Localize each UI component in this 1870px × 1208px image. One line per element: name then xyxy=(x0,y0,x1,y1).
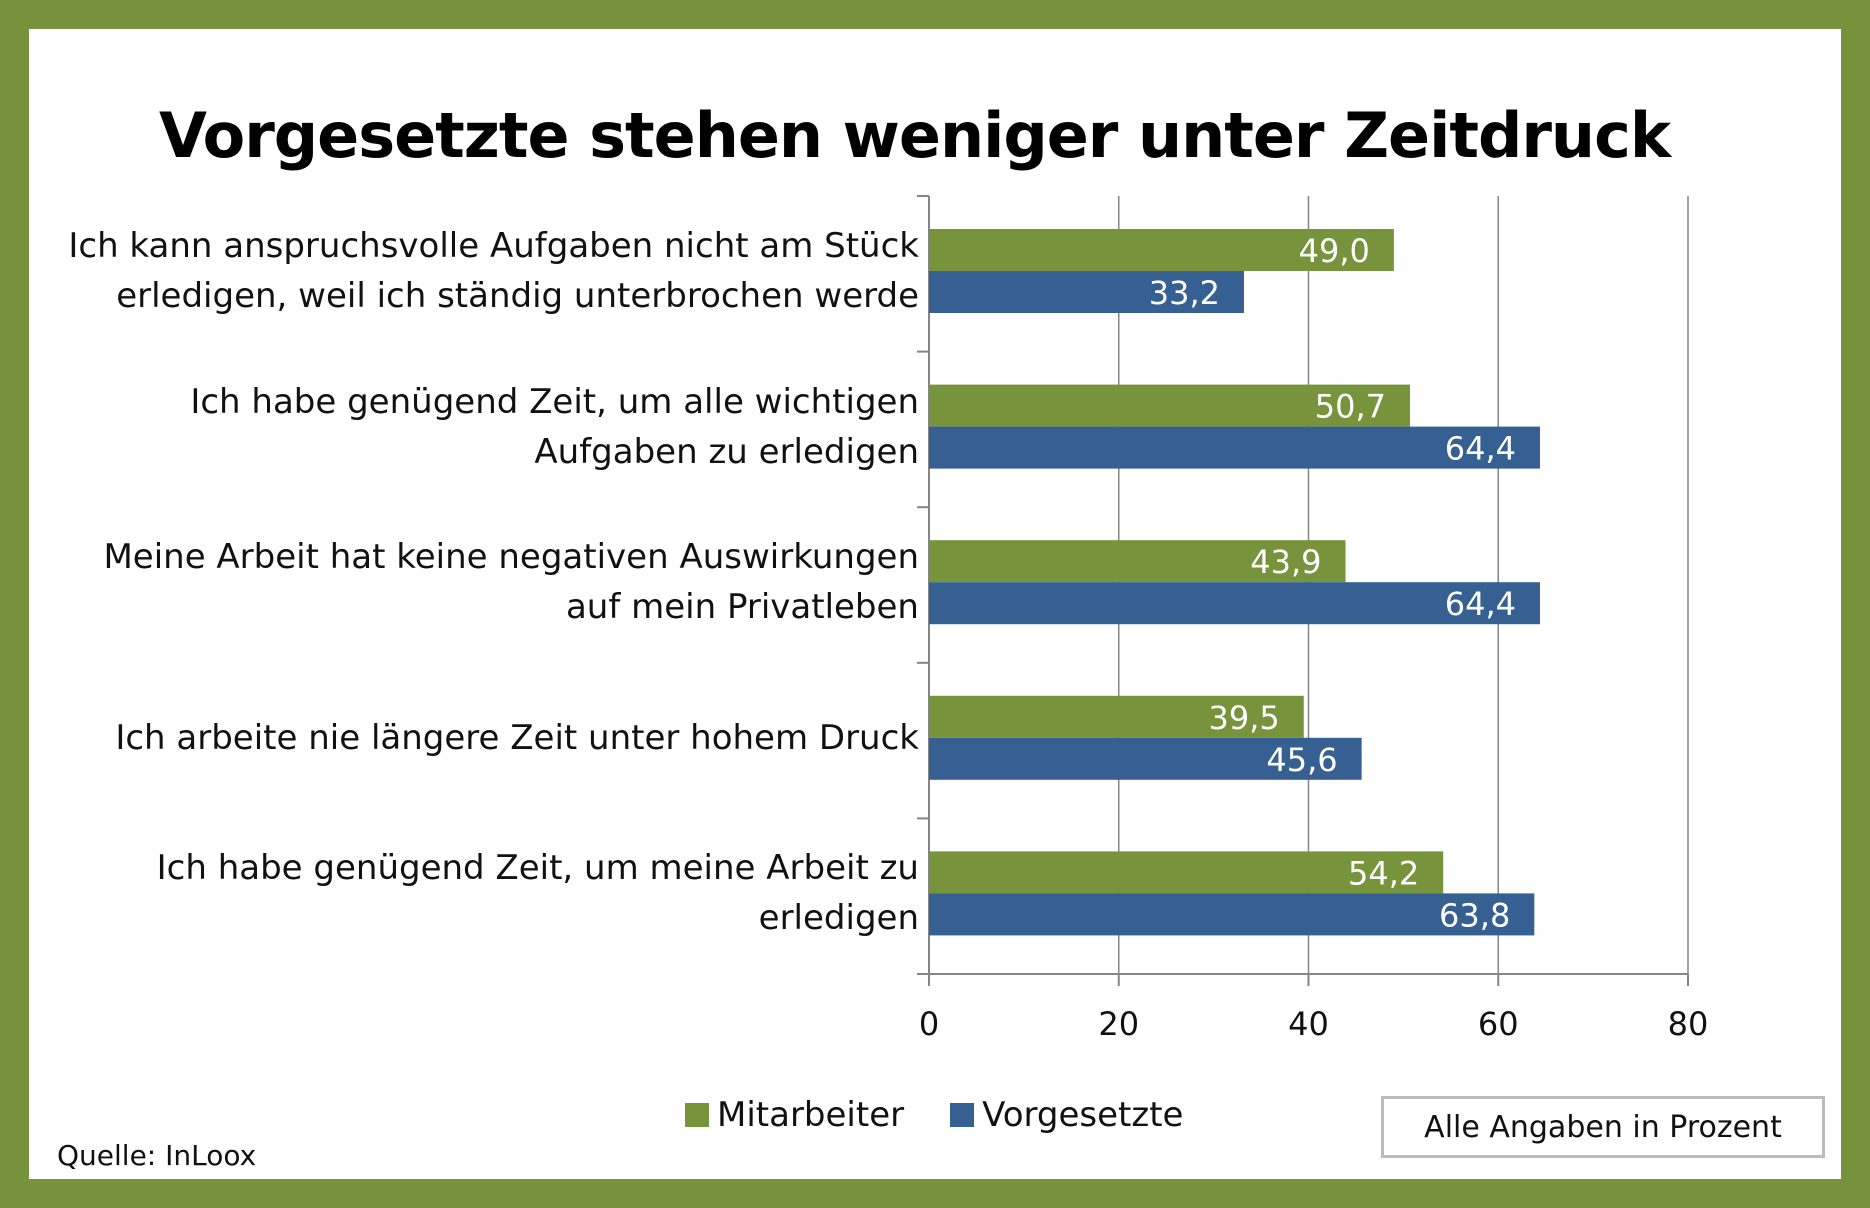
bar-label-vorgesetzte-4: 63,8 xyxy=(1439,896,1510,934)
category-label-1: Ich habe genügend Zeit, um alle wichtige… xyxy=(39,377,919,477)
bar-vorgesetzte-1 xyxy=(929,426,1540,469)
category-label-line: Ich habe genügend Zeit, um meine Arbeit … xyxy=(156,848,919,889)
category-label-line: erledigen, weil ich ständig unterbrochen… xyxy=(116,276,919,316)
x-tick-label-80: 80 xyxy=(1668,1005,1709,1043)
bar-label-mitarbeiter-0: 49,0 xyxy=(1299,232,1370,270)
chart-frame: Vorgesetzte stehen weniger unter Zeitdru… xyxy=(29,29,1841,1179)
bar-mitarbeiter-3 xyxy=(929,695,1304,738)
unit-note-box: Alle Angaben in Prozent xyxy=(1381,1096,1825,1158)
source-note: Quelle: InLoox xyxy=(57,1139,257,1172)
x-tick-label-0: 0 xyxy=(919,1005,939,1043)
bar-mitarbeiter-4 xyxy=(929,851,1444,894)
bar-vorgesetzte-0 xyxy=(929,271,1244,313)
bar-label-vorgesetzte-2: 64,4 xyxy=(1445,585,1516,623)
legend-swatch-vorgesetzte xyxy=(950,1103,975,1127)
bar-vorgesetzte-3 xyxy=(929,737,1362,780)
category-label-line: Aufgaben zu erledigen xyxy=(534,431,919,472)
category-label-line: Ich habe genügend Zeit, um alle wichtige… xyxy=(190,381,919,422)
unit-note-text: Alle Angaben in Prozent xyxy=(1424,1109,1782,1145)
bar-label-mitarbeiter-4: 54,2 xyxy=(1348,854,1419,892)
legend-swatch-mitarbeiter xyxy=(685,1103,709,1127)
category-label-line: auf mein Privatleben xyxy=(565,587,919,628)
x-tick-label-60: 60 xyxy=(1478,1005,1519,1043)
bar-label-vorgesetzte-1: 64,4 xyxy=(1445,430,1516,468)
category-label-line: Ich arbeite nie längere Zeit unter hohem… xyxy=(115,717,919,758)
bar-label-mitarbeiter-2: 43,9 xyxy=(1250,543,1321,581)
legend-item-mitarbeiter: Mitarbeiter xyxy=(685,1095,904,1135)
category-label-line: erledigen xyxy=(758,898,919,939)
bar-label-mitarbeiter-3: 39,5 xyxy=(1209,699,1280,737)
bar-mitarbeiter-1 xyxy=(929,384,1411,427)
legend-item-vorgesetzte: Vorgesetzte xyxy=(950,1095,1183,1135)
chart-legend: Mitarbeiter Vorgesetzte xyxy=(685,1095,1183,1135)
chart-title: Vorgesetzte stehen weniger unter Zeitdru… xyxy=(159,99,1671,172)
category-label-0: Ich kann anspruchsvolle Aufgaben nicht a… xyxy=(39,221,919,321)
bar-label-vorgesetzte-3: 45,6 xyxy=(1266,741,1337,779)
x-tick-label-20: 20 xyxy=(1098,1005,1139,1043)
x-tick-label-40: 40 xyxy=(1288,1005,1329,1043)
legend-label-vorgesetzte: Vorgesetzte xyxy=(982,1095,1184,1135)
category-label-3: Ich arbeite nie längere Zeit unter hohem… xyxy=(39,713,919,763)
bar-vorgesetzte-4 xyxy=(929,893,1535,936)
category-label-2: Meine Arbeit hat keine negativen Auswirk… xyxy=(39,532,919,632)
bar-vorgesetzte-2 xyxy=(929,582,1540,625)
category-label-line: Meine Arbeit hat keine negativen Auswirk… xyxy=(103,537,919,578)
bar-label-mitarbeiter-1: 50,7 xyxy=(1315,388,1386,426)
bar-label-vorgesetzte-0: 33,2 xyxy=(1149,274,1220,312)
category-label-4: Ich habe genügend Zeit, um meine Arbeit … xyxy=(39,843,919,943)
bar-chart-plot: 0 20 40 60 80 49,0 33,2 50,7 64,4 43,9 64,4 39,5 45,… xyxy=(917,195,1709,1043)
category-label-line: Ich kann anspruchsvolle Aufgaben nicht a… xyxy=(68,226,919,266)
bar-mitarbeiter-0 xyxy=(929,229,1394,271)
bar-mitarbeiter-2 xyxy=(929,540,1346,583)
legend-label-mitarbeiter: Mitarbeiter xyxy=(717,1095,905,1135)
